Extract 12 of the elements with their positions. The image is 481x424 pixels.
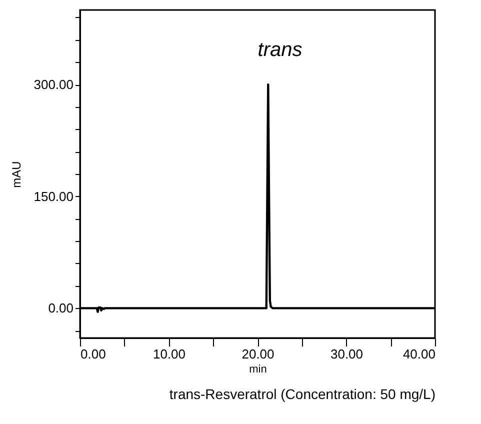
x-tick-label: 0.00 [80,346,106,362]
x-tick-label: 40.00 [402,346,436,362]
x-tick-label: 30.00 [330,346,364,362]
annotation: trans [258,39,302,61]
x-tick-label: 20.00 [242,346,274,362]
y-tick-label: 0.00 [48,300,74,316]
y-axis-title: mAU [10,161,24,188]
x-tick-label: 10.00 [152,346,186,362]
x-axis-title: min [249,364,267,376]
text: trans-Resveratrol (Concentration: 50 mg/L) [169,386,436,402]
y-tick-label: 300.00 [34,77,74,92]
y-tick-label: 150.00 [34,188,74,204]
